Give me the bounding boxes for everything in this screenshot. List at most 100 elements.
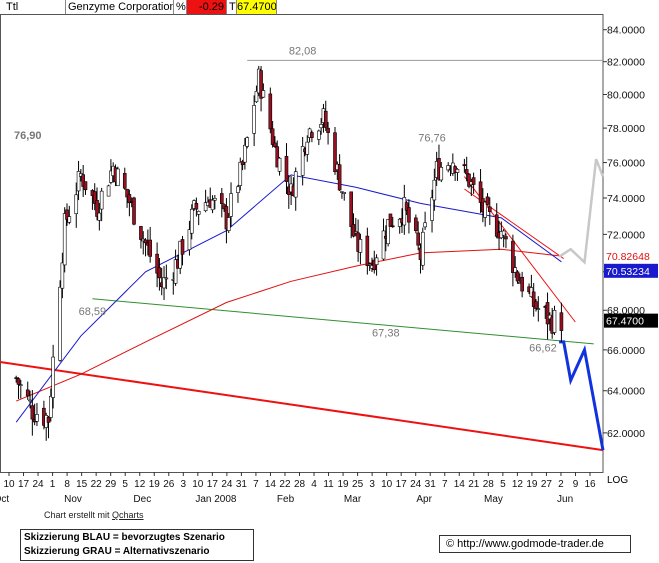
long-trend-line [0,361,604,452]
x-tick-label: 10 [381,479,393,490]
candle-body [162,277,166,289]
candle-body [65,209,69,220]
candle-body [310,132,314,138]
x-tick-label: 28 [294,479,306,490]
candle-body [254,91,259,103]
candle-body [83,181,88,191]
ticker-field: Ttl [0,0,66,14]
axes: 84.0000 82.0000 80.0000 78.0000 76.0000 74.00… [0,14,645,505]
candle-body [240,161,245,165]
candle-body [349,191,353,227]
x-tick-label: 29 [105,479,117,490]
candle-body [259,70,263,99]
scenario-blau [559,340,605,451]
annotation-label: 66,62 [529,342,557,354]
scenario-legend: Skizzierung BLAU = bevorzugtes Szenario … [20,529,254,561]
x-tick-label: 3 [181,479,187,490]
candle-body [273,142,277,147]
x-tick-label: 15 [76,479,88,490]
y-tick-label: 64.0000 [607,386,645,398]
x-tick-label: 2 [558,479,564,490]
y-tick-label: 74.0000 [607,193,645,205]
candle-body [342,192,347,194]
candle-body [164,277,169,280]
annotation-label: 82,08 [289,45,317,57]
candle-body [95,199,99,217]
candles [14,65,564,441]
candle-body [536,308,541,310]
legend-grey: Skizzierung GRAU = Alternativszenario [24,546,210,557]
candle-body [511,240,515,273]
x-tick-label: 4 [311,479,317,490]
source-url[interactable]: http://www.godmode-trader.de [457,538,604,550]
candle-body [305,141,310,155]
candle-body [226,217,231,231]
candle-body [35,414,39,422]
candle-body [97,212,102,221]
candle-body [14,377,18,379]
annotation-label: 68,59 [79,306,107,318]
candle-body [252,105,256,134]
candle-body [559,312,564,331]
candle-body [189,208,194,234]
candle-body [236,186,240,193]
x-tick-label: 28 [483,479,495,490]
x-month-label: Oct [0,494,9,505]
x-tick-label: 22 [279,479,291,490]
x-tick-label: 8 [64,479,70,490]
x-tick-label: 31 [236,479,248,490]
candle-body [178,240,183,269]
candle-body [116,168,120,187]
candle-body [187,229,192,250]
candle-body [125,188,129,198]
copyright-icon: © [446,538,455,550]
y-tick-label: 76.0000 [607,158,645,170]
candle-body [326,127,330,133]
x-tick-label: 7 [253,479,259,490]
change-label: % [176,0,187,14]
candle-body [277,157,282,172]
candle-body [62,213,67,266]
candle-body [402,197,407,226]
x-tick-label: 24 [221,479,233,490]
x-tick-label: 24 [32,479,44,490]
candle-body [430,197,434,221]
candle-body [122,173,127,189]
x-tick-label: 5 [122,479,128,490]
support-line [92,298,594,345]
candle-body [432,179,437,201]
candle-body [404,202,409,211]
price-chart: 84.0000 82.0000 80.0000 78.0000 76.0000 74.00… [0,14,658,505]
y-tick-label: 62.0000 [607,428,645,440]
candle-body [323,110,328,128]
last-price-badge: 67.4700 [606,316,644,328]
candle-body [270,128,275,145]
candle-body [365,235,370,266]
candle-body [157,267,162,279]
x-tick-label: 12 [512,479,524,490]
x-tick-label: 12 [134,479,146,490]
x-tick-label: 26 [163,479,175,490]
candle-body [381,230,386,260]
blue-ma-badge: 70.53234 [606,266,650,278]
candle-body [501,230,506,236]
x-month-label: May [484,494,503,505]
x-month-label: Jan 2008 [195,494,237,505]
last-label: T [229,0,237,14]
blue-ma-badge-bg [604,263,658,278]
candle-body [531,291,536,307]
qcharts-link[interactable]: Qcharts [112,510,144,520]
candle-body [92,191,97,204]
candle-body [423,222,427,228]
y-tick-label: 82.0000 [607,57,645,69]
x-tick-label: 22 [91,479,103,490]
x-tick-label: 21 [468,479,480,490]
x-tick-label: 9 [573,479,579,490]
candle-body [58,286,62,361]
candle-body [358,239,363,253]
x-tick-label: 1 [50,479,56,490]
candle-body [25,389,30,397]
candle-body [300,146,305,176]
x-tick-label: 25 [352,479,364,490]
candle-body [148,239,152,257]
